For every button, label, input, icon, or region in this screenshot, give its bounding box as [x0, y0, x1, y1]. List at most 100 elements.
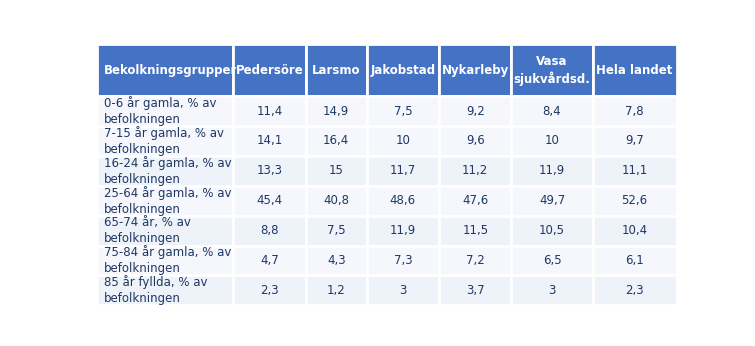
Text: 2,3: 2,3 [625, 284, 644, 297]
Text: 9,2: 9,2 [466, 104, 485, 118]
Text: 14,1: 14,1 [257, 135, 283, 147]
Text: 11,1: 11,1 [621, 164, 648, 177]
Text: 10: 10 [396, 135, 410, 147]
Text: 6,1: 6,1 [625, 254, 644, 267]
Text: 11,9: 11,9 [390, 224, 416, 237]
Text: 0-6 år gamla, % av
befolkningen: 0-6 år gamla, % av befolkningen [104, 96, 217, 126]
Bar [233, 96, 306, 126]
Bar [511, 275, 593, 305]
Bar [306, 156, 367, 186]
Text: 75-84 år gamla, % av
befolkningen: 75-84 år gamla, % av befolkningen [104, 245, 232, 275]
Bar [233, 246, 306, 275]
Text: Larsmo: Larsmo [312, 64, 360, 77]
Bar [97, 216, 233, 246]
Text: 7,5: 7,5 [393, 104, 412, 118]
Bar [306, 216, 367, 246]
Bar [439, 96, 511, 126]
Bar [439, 156, 511, 186]
Text: Vasa
sjukvårdsd.: Vasa sjukvårdsd. [513, 55, 590, 86]
Text: 25-64 år gamla, % av
befolkningen: 25-64 år gamla, % av befolkningen [104, 186, 232, 216]
Bar [593, 216, 676, 246]
Text: 6,5: 6,5 [543, 254, 562, 267]
Bar [367, 275, 439, 305]
Text: 65-74 år, % av
befolkningen: 65-74 år, % av befolkningen [104, 216, 191, 245]
Text: 4,3: 4,3 [327, 254, 346, 267]
Text: Jakobstad: Jakobstad [370, 64, 436, 77]
Text: 52,6: 52,6 [621, 194, 648, 207]
Bar [306, 246, 367, 275]
Text: 15: 15 [329, 164, 344, 177]
Bar [233, 186, 306, 216]
Bar [511, 156, 593, 186]
Bar [97, 96, 233, 126]
Bar [367, 186, 439, 216]
Text: 85 år fyllda, % av
befolkningen: 85 år fyllda, % av befolkningen [104, 275, 208, 305]
Text: 3: 3 [399, 284, 406, 297]
Bar [306, 275, 367, 305]
Text: 11,4: 11,4 [257, 104, 283, 118]
Bar [439, 246, 511, 275]
Bar [593, 156, 676, 186]
Text: 10: 10 [544, 135, 559, 147]
Text: 40,8: 40,8 [323, 194, 350, 207]
Bar [439, 126, 511, 156]
Bar [233, 216, 306, 246]
Bar [511, 126, 593, 156]
Text: 2,3: 2,3 [260, 284, 279, 297]
Bar [439, 216, 511, 246]
Bar [593, 275, 676, 305]
Bar [233, 44, 306, 96]
Bar [439, 275, 511, 305]
Text: 1,2: 1,2 [327, 284, 346, 297]
Text: 10,4: 10,4 [621, 224, 648, 237]
Text: Nykarleby: Nykarleby [442, 64, 509, 77]
Bar [367, 216, 439, 246]
Bar [233, 126, 306, 156]
Text: 9,6: 9,6 [466, 135, 485, 147]
Text: 11,2: 11,2 [462, 164, 488, 177]
Bar [511, 216, 593, 246]
Text: 11,7: 11,7 [390, 164, 416, 177]
Text: 7,3: 7,3 [393, 254, 412, 267]
Bar [593, 186, 676, 216]
Text: 10,5: 10,5 [539, 224, 565, 237]
Bar [439, 186, 511, 216]
Text: 13,3: 13,3 [257, 164, 282, 177]
Text: 4,7: 4,7 [260, 254, 279, 267]
Text: 7,5: 7,5 [327, 224, 346, 237]
Text: 49,7: 49,7 [539, 194, 565, 207]
Text: 14,9: 14,9 [323, 104, 350, 118]
Text: 7-15 år gamla, % av
befolkningen: 7-15 år gamla, % av befolkningen [104, 126, 224, 156]
Text: 48,6: 48,6 [390, 194, 416, 207]
Bar [97, 275, 233, 305]
Text: Bekolkningsgrupper: Bekolkningsgrupper [104, 64, 238, 77]
Bar [367, 126, 439, 156]
Bar [593, 246, 676, 275]
Bar [97, 156, 233, 186]
Bar [511, 186, 593, 216]
Text: 8,8: 8,8 [260, 224, 279, 237]
Text: 7,2: 7,2 [466, 254, 485, 267]
Text: 11,9: 11,9 [539, 164, 565, 177]
Text: 47,6: 47,6 [462, 194, 488, 207]
Text: 45,4: 45,4 [257, 194, 282, 207]
Bar [306, 96, 367, 126]
Bar [233, 275, 306, 305]
Text: 3,7: 3,7 [466, 284, 485, 297]
Text: Hela landet: Hela landet [596, 64, 673, 77]
Bar [593, 126, 676, 156]
Bar [511, 44, 593, 96]
Bar [367, 156, 439, 186]
Bar [306, 126, 367, 156]
Bar [367, 44, 439, 96]
Bar [233, 156, 306, 186]
Bar [306, 44, 367, 96]
Text: 9,7: 9,7 [625, 135, 644, 147]
Text: Pedersöre: Pedersöre [236, 64, 304, 77]
Text: 16-24 år gamla, % av
befolkningen: 16-24 år gamla, % av befolkningen [104, 156, 232, 186]
Bar [593, 96, 676, 126]
Bar [97, 44, 233, 96]
Bar [306, 186, 367, 216]
Text: 16,4: 16,4 [323, 135, 350, 147]
Text: 11,5: 11,5 [462, 224, 488, 237]
